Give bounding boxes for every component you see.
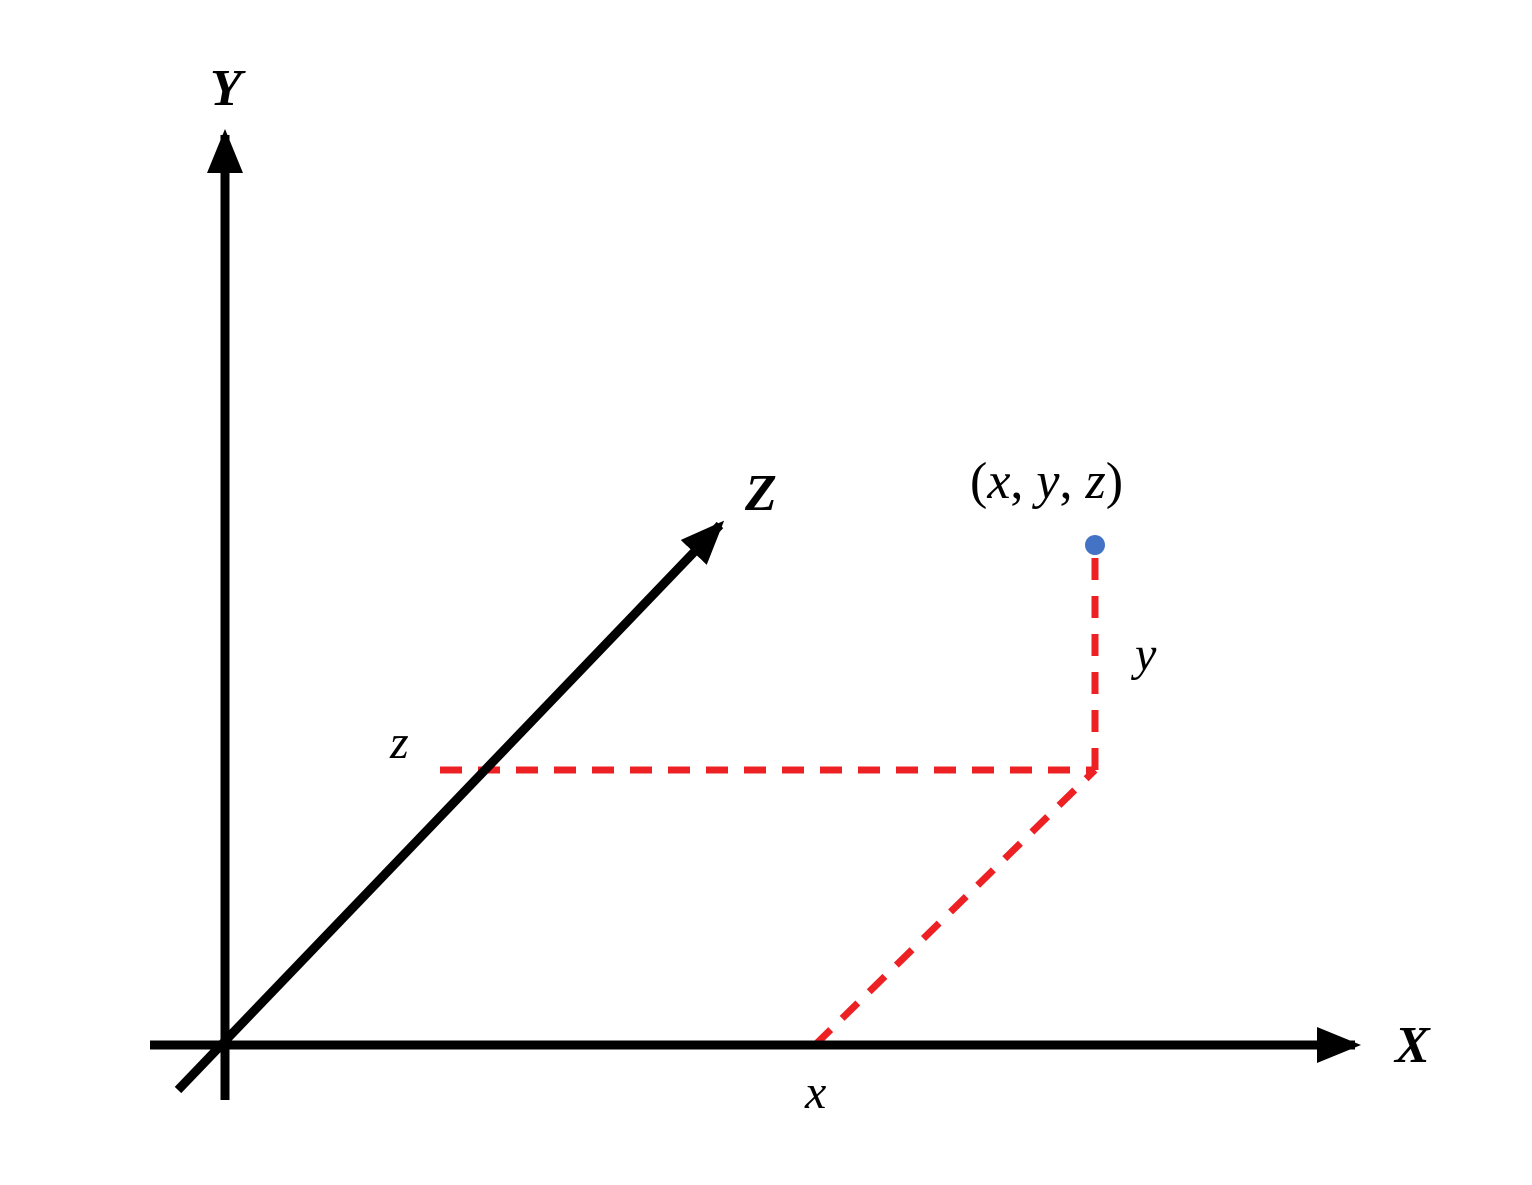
point-label: (x, y, z)	[970, 453, 1123, 510]
x-axis-label: X	[1393, 1017, 1431, 1074]
y-axis-label: Y	[210, 60, 246, 117]
coord-label-y: y	[1130, 628, 1157, 681]
z-axis-label: Z	[744, 465, 777, 522]
dash-x-to-corner	[815, 770, 1095, 1045]
coord-label-z: z	[389, 716, 409, 769]
z-axis	[178, 525, 720, 1090]
coord-label-x: x	[804, 1066, 826, 1119]
point-xyz	[1085, 535, 1105, 555]
